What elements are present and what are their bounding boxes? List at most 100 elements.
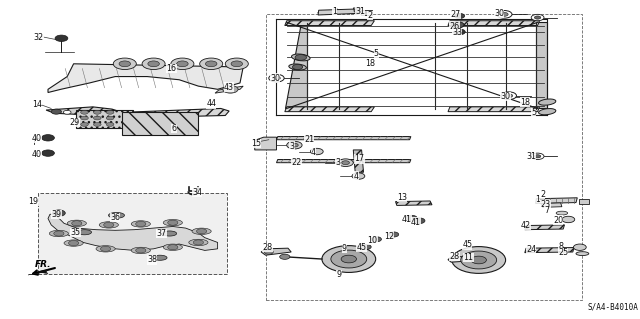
Circle shape	[106, 110, 114, 114]
Text: 32: 32	[33, 33, 44, 42]
Ellipse shape	[538, 108, 556, 115]
Polygon shape	[215, 86, 243, 93]
Text: S/A4-B4010A: S/A4-B4010A	[588, 302, 639, 311]
Bar	[266, 14, 582, 300]
Ellipse shape	[556, 211, 568, 215]
Circle shape	[54, 231, 64, 236]
Circle shape	[352, 173, 365, 179]
Circle shape	[93, 110, 101, 114]
Text: 25: 25	[558, 248, 568, 257]
Circle shape	[225, 58, 248, 70]
Circle shape	[51, 109, 61, 114]
Circle shape	[331, 250, 367, 268]
Text: 15: 15	[251, 139, 261, 148]
Text: FR.: FR.	[35, 260, 52, 269]
Text: 40: 40	[32, 134, 42, 143]
Text: 30: 30	[500, 92, 511, 101]
Polygon shape	[48, 214, 218, 250]
Ellipse shape	[64, 240, 83, 246]
Text: 33: 33	[452, 28, 462, 37]
Circle shape	[269, 74, 284, 82]
Ellipse shape	[96, 246, 115, 252]
Circle shape	[42, 150, 54, 156]
Text: 2: 2	[367, 11, 372, 20]
Text: 8: 8	[558, 242, 563, 251]
Text: 1: 1	[332, 7, 337, 16]
Text: 40: 40	[32, 150, 42, 159]
Circle shape	[287, 141, 302, 149]
Polygon shape	[525, 225, 564, 230]
Circle shape	[193, 240, 204, 245]
Ellipse shape	[291, 54, 310, 61]
Circle shape	[342, 161, 349, 165]
Bar	[76, 110, 133, 128]
Bar	[38, 193, 227, 274]
Circle shape	[280, 254, 290, 259]
Ellipse shape	[189, 239, 208, 246]
Circle shape	[531, 14, 544, 21]
Text: 30: 30	[494, 9, 504, 18]
Circle shape	[68, 241, 79, 246]
Circle shape	[168, 220, 178, 225]
Polygon shape	[396, 201, 432, 205]
Circle shape	[177, 61, 188, 67]
Text: 14: 14	[32, 100, 42, 109]
Circle shape	[119, 61, 131, 67]
Text: 4: 4	[353, 172, 358, 181]
Circle shape	[573, 244, 586, 250]
Circle shape	[471, 256, 486, 264]
Polygon shape	[285, 107, 374, 112]
Polygon shape	[115, 108, 229, 118]
Polygon shape	[276, 137, 411, 140]
Circle shape	[497, 11, 512, 18]
Polygon shape	[353, 150, 364, 172]
Polygon shape	[48, 64, 243, 93]
Text: 18: 18	[520, 98, 530, 107]
Text: 20: 20	[553, 216, 563, 225]
Text: 37: 37	[156, 229, 166, 238]
Ellipse shape	[131, 221, 150, 227]
Polygon shape	[353, 8, 362, 12]
Text: 42: 42	[521, 221, 531, 230]
Circle shape	[205, 61, 217, 67]
Text: 12: 12	[384, 232, 394, 241]
Text: 26: 26	[449, 22, 460, 31]
Text: 1: 1	[535, 195, 540, 204]
Polygon shape	[285, 22, 307, 108]
Circle shape	[63, 110, 71, 114]
Ellipse shape	[163, 244, 182, 250]
Circle shape	[531, 153, 544, 160]
Ellipse shape	[576, 252, 589, 256]
Circle shape	[142, 58, 165, 70]
Circle shape	[55, 35, 68, 41]
Circle shape	[454, 29, 465, 35]
Circle shape	[106, 116, 114, 120]
Circle shape	[273, 76, 280, 80]
Circle shape	[322, 246, 376, 272]
Polygon shape	[541, 203, 562, 207]
Text: 38: 38	[147, 256, 157, 264]
Ellipse shape	[108, 212, 124, 218]
Text: 29: 29	[69, 118, 79, 127]
Circle shape	[223, 85, 238, 93]
Circle shape	[338, 159, 353, 167]
Text: 28: 28	[449, 252, 460, 261]
Ellipse shape	[289, 64, 307, 70]
Text: 45: 45	[356, 243, 367, 252]
Polygon shape	[536, 22, 547, 108]
Text: 9: 9	[342, 244, 347, 253]
Circle shape	[200, 58, 223, 70]
Circle shape	[292, 64, 303, 70]
Circle shape	[461, 251, 497, 269]
Circle shape	[295, 55, 307, 60]
Text: 3: 3	[335, 158, 340, 167]
Text: 39: 39	[51, 210, 61, 219]
Circle shape	[104, 222, 114, 227]
Text: 36: 36	[110, 213, 120, 222]
Text: 31: 31	[355, 7, 365, 16]
Circle shape	[81, 116, 88, 120]
Circle shape	[136, 221, 146, 226]
Circle shape	[136, 248, 146, 253]
Polygon shape	[318, 9, 358, 15]
Circle shape	[451, 22, 464, 28]
